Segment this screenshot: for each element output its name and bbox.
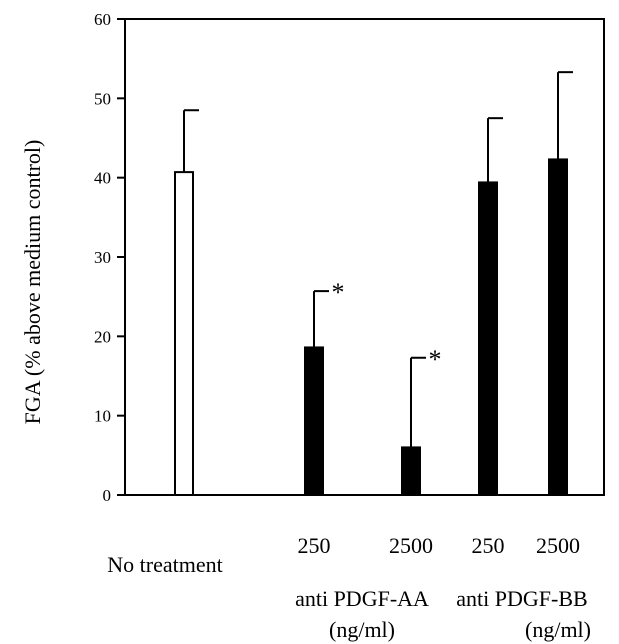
y-tick-label: 50 <box>94 89 111 108</box>
category-label: 250 <box>298 533 331 558</box>
y-tick-label: 0 <box>103 486 112 505</box>
significance-marker: * <box>429 345 442 374</box>
y-ticks: 0 10 20 30 40 50 60 <box>94 10 125 505</box>
y-axis-label: FGA (% above medium control) <box>20 140 45 425</box>
bar <box>478 181 498 496</box>
significance-marker: * <box>332 278 345 307</box>
category-labels: No treatment 250 2500 250 2500 anti PDGF-AA (n… <box>107 533 591 642</box>
y-tick-label: 20 <box>94 327 111 346</box>
group-unit-label: (ng/ml) <box>525 617 591 642</box>
category-label: 250 <box>472 533 505 558</box>
y-tick-label: 30 <box>94 248 111 267</box>
plot-frame <box>124 18 605 496</box>
group-unit-label: (ng/ml) <box>329 617 395 642</box>
bars: ** <box>174 71 573 496</box>
group-label: anti PDGF-AA <box>295 586 429 611</box>
y-tick-label: 10 <box>94 407 111 426</box>
group-label: anti PDGF-BB <box>456 586 587 611</box>
category-label: 2500 <box>536 533 580 558</box>
bar <box>401 446 421 496</box>
category-label: 2500 <box>389 533 433 558</box>
category-label: No treatment <box>107 552 222 577</box>
axes <box>124 18 605 496</box>
bar <box>548 158 568 496</box>
y-tick-label: 60 <box>94 10 111 29</box>
y-tick-label: 40 <box>94 169 111 188</box>
bar <box>174 171 194 496</box>
bar <box>304 346 324 496</box>
